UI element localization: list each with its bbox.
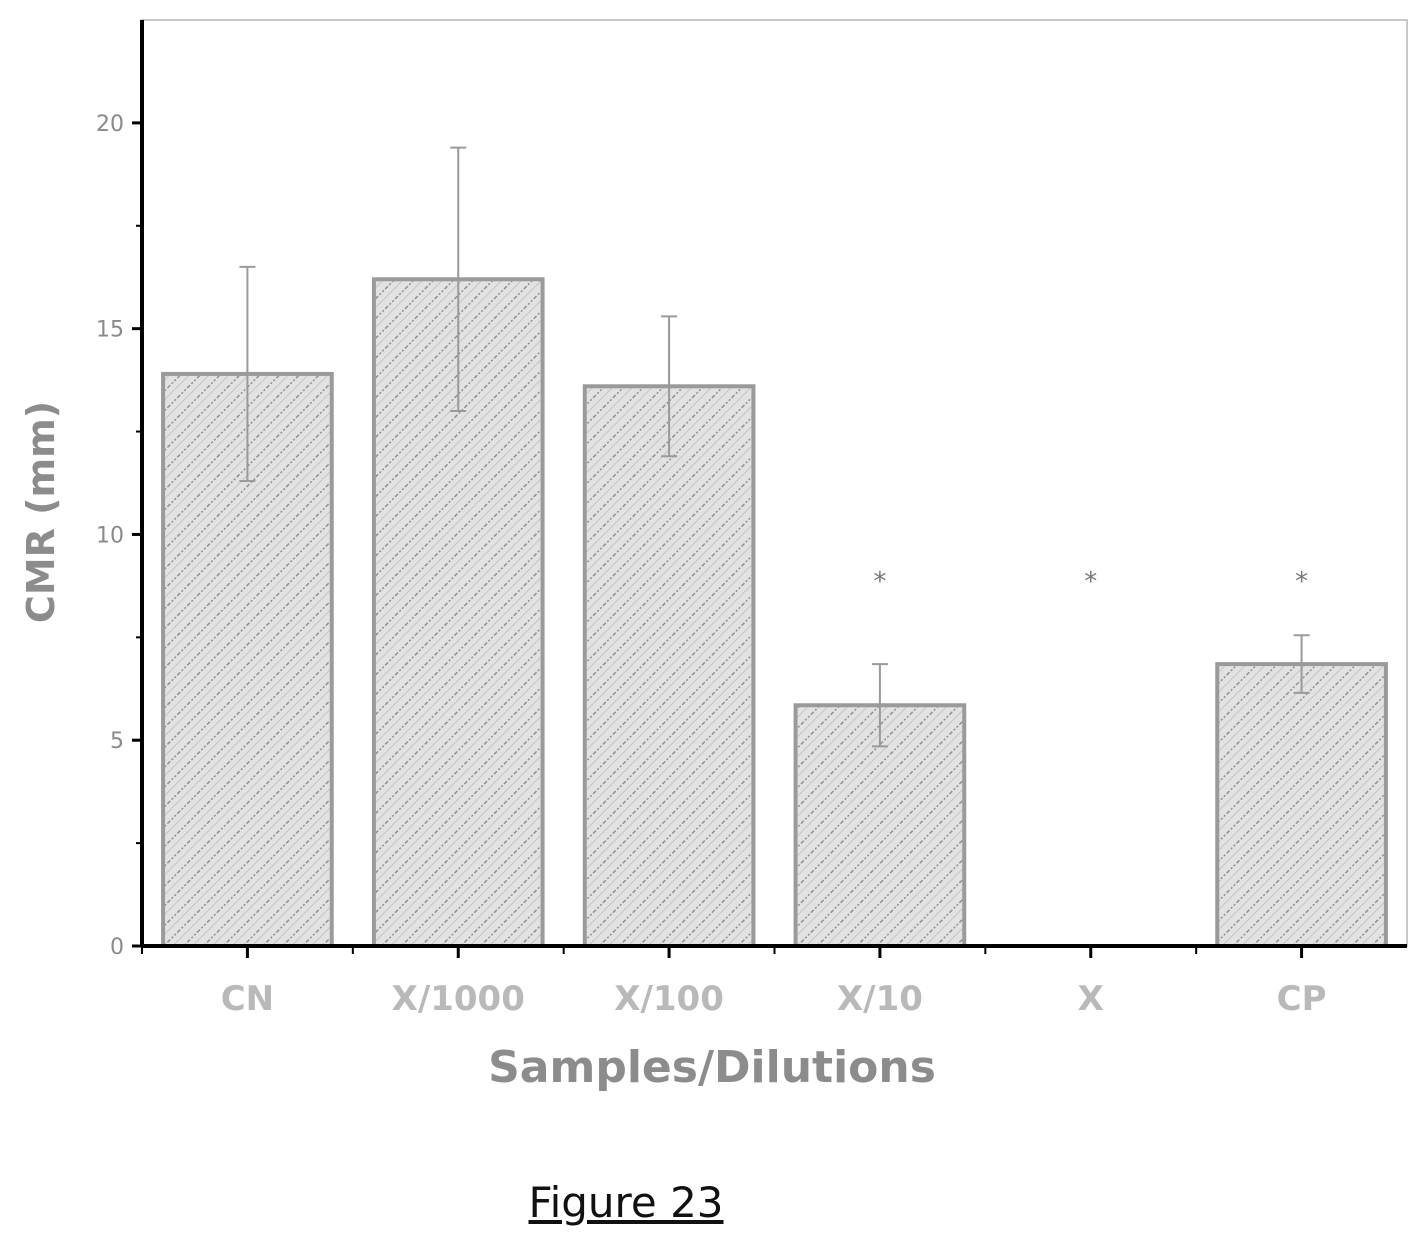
- bar-x-100: [582, 384, 756, 949]
- figure-caption: Figure 23: [528, 1178, 724, 1227]
- x-tick-label: CP: [1277, 979, 1327, 1019]
- bar-cp: [1215, 662, 1388, 949]
- y-tick-label: 10: [96, 523, 124, 548]
- y-tick-label: 0: [110, 935, 124, 960]
- y-tick-label: 15: [96, 318, 124, 343]
- y-tick-label: 5: [110, 729, 124, 754]
- significance-marker: *: [1295, 567, 1308, 597]
- x-tick-label: X/100: [614, 979, 724, 1019]
- x-tick-label: X/10: [837, 979, 923, 1019]
- x-tick-label: X: [1078, 979, 1104, 1019]
- significance-marker: *: [1084, 567, 1097, 597]
- bar-chart: * * * 0 5 10 15 20 CN X/1000 X/100 X/10 X CP CMR (m…: [19, 19, 1408, 1093]
- significance-marker: *: [873, 567, 886, 597]
- y-tick-label: 20: [96, 112, 124, 137]
- y-axis-title: CMR (mm): [19, 401, 63, 623]
- x-axis-title: Samples/Dilutions: [488, 1042, 936, 1093]
- x-tick-label: X/1000: [392, 979, 525, 1019]
- x-tick-label: CN: [221, 979, 274, 1019]
